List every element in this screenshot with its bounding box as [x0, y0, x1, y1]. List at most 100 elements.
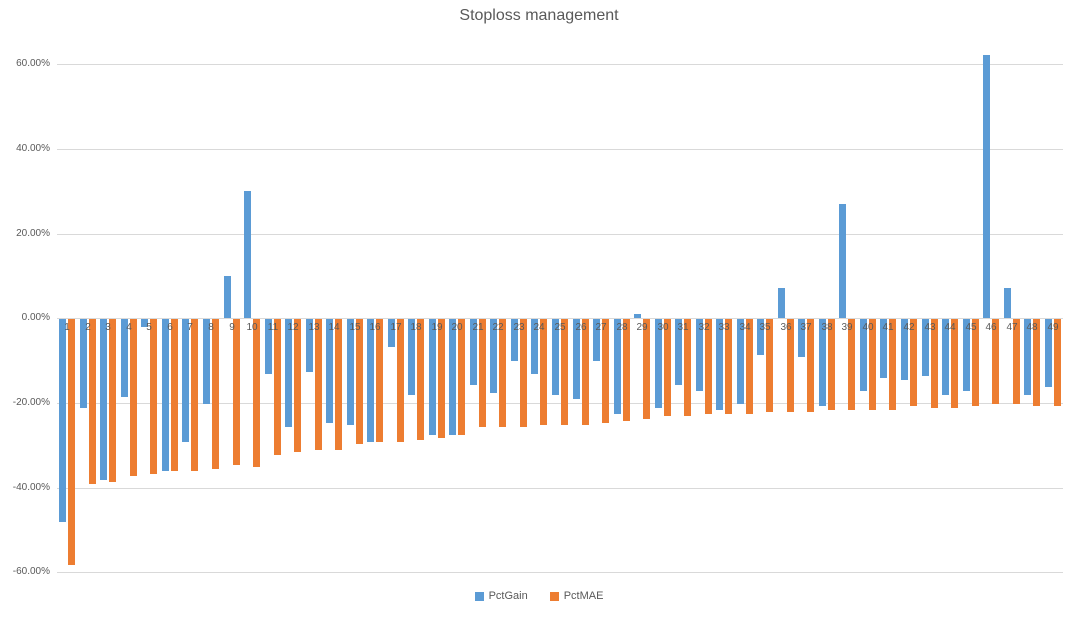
gridline--20	[57, 403, 1063, 404]
bar-pctmae-11	[274, 319, 281, 455]
bar-pctgain-23	[511, 319, 518, 361]
bar-pctgain-31	[675, 319, 682, 385]
bar-pctmae-24	[540, 319, 547, 425]
bar-pctmae-23	[520, 319, 527, 427]
x-tick-label-31: 31	[677, 322, 689, 333]
x-tick-label-43: 43	[924, 322, 936, 333]
x-tick-label-15: 15	[349, 322, 361, 333]
bar-pctmae-12	[294, 319, 301, 452]
bar-pctmae-49	[1054, 319, 1061, 406]
bar-pctmae-30	[664, 319, 671, 416]
bar-pctgain-6	[162, 319, 169, 471]
x-tick-label-36: 36	[780, 322, 792, 333]
bar-pctgain-4	[121, 319, 128, 397]
bar-pctgain-19	[429, 319, 436, 435]
bar-pctmae-20	[458, 319, 465, 435]
bar-pctmae-9	[233, 319, 240, 465]
bar-pctmae-42	[910, 319, 917, 406]
bar-pctgain-40	[860, 319, 867, 391]
bar-pctgain-14	[326, 319, 333, 423]
bar-pctgain-7	[182, 319, 189, 442]
bar-pctmae-34	[746, 319, 753, 414]
gridline--60	[57, 572, 1063, 573]
bar-pctgain-44	[942, 319, 949, 395]
bar-pctgain-33	[716, 319, 723, 410]
bar-pctmae-18	[417, 319, 424, 440]
bar-pctmae-19	[438, 319, 445, 438]
bar-pctgain-24	[531, 319, 538, 374]
bar-pctgain-45	[963, 319, 970, 391]
bar-pctmae-1	[68, 319, 75, 565]
bar-pctgain-8	[203, 319, 210, 404]
bar-pctgain-49	[1045, 319, 1052, 387]
bar-pctgain-38	[819, 319, 826, 406]
bar-pctmae-46	[992, 319, 999, 404]
bar-pctmae-6	[171, 319, 178, 471]
x-tick-label-19: 19	[431, 322, 443, 333]
x-tick-label-47: 47	[1006, 322, 1018, 333]
x-tick-label-23: 23	[513, 322, 525, 333]
bar-pctmae-31	[684, 319, 691, 416]
bar-pctgain-47	[1004, 288, 1011, 318]
bar-pctgain-36	[778, 288, 785, 318]
bar-pctmae-32	[705, 319, 712, 414]
bar-pctmae-39	[848, 319, 855, 410]
bar-pctgain-20	[449, 319, 456, 435]
bar-pctmae-22	[499, 319, 506, 427]
bar-pctmae-43	[931, 319, 938, 408]
x-tick-label-27: 27	[595, 322, 607, 333]
bar-pctgain-5	[141, 319, 148, 327]
gridline-60	[57, 64, 1063, 65]
x-tick-label-44: 44	[944, 322, 956, 333]
x-tick-label-20: 20	[451, 322, 463, 333]
x-tick-label-39: 39	[841, 322, 853, 333]
bar-pctmae-2	[89, 319, 96, 484]
bar-pctgain-43	[922, 319, 929, 376]
x-tick-label-1: 1	[64, 322, 70, 333]
x-tick-label-28: 28	[616, 322, 628, 333]
bar-pctmae-15	[356, 319, 363, 444]
bar-pctmae-37	[807, 319, 814, 412]
bar-pctgain-34	[737, 319, 744, 404]
x-tick-label-14: 14	[328, 322, 340, 333]
bar-pctmae-26	[582, 319, 589, 425]
y-tick-label: 20.00%	[16, 228, 50, 239]
bar-pctmae-47	[1013, 319, 1020, 404]
x-tick-label-8: 8	[208, 322, 214, 333]
bar-pctgain-30	[655, 319, 662, 408]
x-tick-label-13: 13	[308, 322, 320, 333]
bar-pctmae-27	[602, 319, 609, 423]
bar-pctmae-7	[191, 319, 198, 471]
bar-pctgain-9	[224, 276, 231, 318]
bar-pctgain-22	[490, 319, 497, 393]
x-tick-label-42: 42	[903, 322, 915, 333]
bar-pctgain-27	[593, 319, 600, 361]
bar-pctmae-33	[725, 319, 732, 414]
y-tick-label: 40.00%	[16, 143, 50, 154]
bar-pctmae-38	[828, 319, 835, 410]
gridline-40	[57, 149, 1063, 150]
x-tick-label-33: 33	[718, 322, 730, 333]
x-tick-label-29: 29	[636, 322, 648, 333]
x-tick-label-6: 6	[167, 322, 173, 333]
bar-pctgain-16	[367, 319, 374, 442]
legend-swatch-pctmae	[549, 591, 559, 601]
bar-pctmae-28	[623, 319, 630, 421]
bar-pctmae-14	[335, 319, 342, 450]
bar-pctmae-4	[130, 319, 137, 476]
bar-pctmae-3	[109, 319, 116, 482]
bar-pctgain-3	[100, 319, 107, 480]
bar-pctgain-1	[59, 319, 66, 522]
x-tick-label-10: 10	[246, 322, 258, 333]
bar-pctgain-32	[696, 319, 703, 391]
bar-pctgain-29	[634, 314, 641, 318]
bar-pctgain-37	[798, 319, 805, 357]
legend-item-pctgain: PctGain	[474, 590, 528, 602]
bar-pctgain-46	[983, 55, 990, 318]
bar-pctgain-21	[470, 319, 477, 385]
bar-pctgain-2	[80, 319, 87, 408]
x-tick-label-30: 30	[657, 322, 669, 333]
bar-pctmae-16	[376, 319, 383, 442]
x-tick-label-49: 49	[1047, 322, 1059, 333]
x-tick-label-12: 12	[287, 322, 299, 333]
